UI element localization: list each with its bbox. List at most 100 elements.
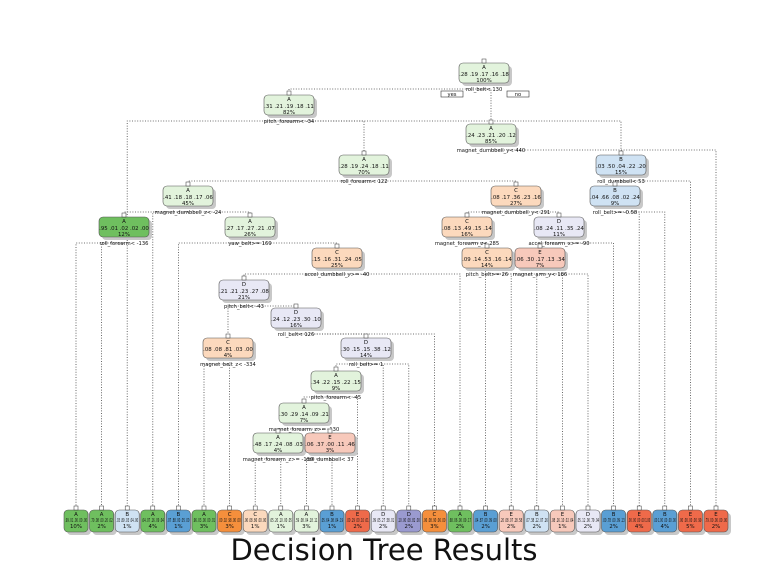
leaf-class: B [330,512,334,518]
nodes-layer: yes noA.28 .19 .17 .16 .18100%roll_belt< … [98,58,649,463]
node-pct: 21% [238,295,250,301]
leaf-tab [432,505,437,511]
leaf-class: D [407,512,411,518]
leaf-pct: 2% [456,524,465,530]
leaf-edge [203,363,228,510]
leaf-class: B [177,512,181,518]
node-class: A [362,157,366,163]
leaf-pct: 5% [686,524,695,530]
leaf-probs: .00 .00 .00 .00 .99 [679,518,701,524]
leaf-node: B.07 .38 .22 .07 .262% [524,505,552,535]
leaf-node: B.07 .88 .00 .05 .001% [166,505,194,535]
leaf-probs: .00 .78 .00 .09 .13 [603,518,625,524]
node-probs: .24 .23 .21 .20 .12 [466,133,516,139]
leaf-node: B.04 .87 .00 .09 .002% [473,505,501,535]
tree-edge [289,120,365,155]
node-split-rule: pitch_belt< -43 [224,304,264,310]
node-class: C [485,250,489,256]
node-class: E [328,435,332,441]
node-probs: .30 .15 .15 .38 .12 [341,347,391,353]
leaf-class: E [714,512,718,518]
leaf-pct: 2% [712,524,721,530]
leaf-tab [227,505,232,511]
edges-layer [75,88,717,510]
node-tab [513,181,519,187]
leaf-class: A [202,512,206,518]
leaf-probs: .00 .29 .00 .10 .61 [347,518,369,524]
leaf-edge [296,333,435,510]
node-pct: 14% [360,353,372,359]
node-split-rule: magnet_belt_z< -334 [200,362,256,368]
leaf-probs: .08 .16 .10 .02 .64 [551,518,573,524]
leaf-class: B [612,512,616,518]
tree-node: C.08 .08 .81 .03 .004% magnet_belt_z< -33… [200,333,257,368]
leaf-probs: .59 .08 .04 .18 .11 [295,518,317,524]
tree-edge [614,180,621,186]
node-probs: .08 .17 .36 .23 .16 [491,195,541,201]
node-tab [241,275,247,281]
leaf-edge [278,458,282,510]
node-split-rule: roll_belt< 130 [466,87,503,93]
node-probs: .28 .19 .24 .18 .11 [339,164,389,170]
node-pct: 9% [611,201,620,207]
node-pct: 4% [274,448,283,454]
leaf-edge [487,273,538,510]
leaf-pct: 3% [430,524,439,530]
node-pct: 7% [536,263,545,269]
node-tab [556,212,562,218]
node-probs: .27 .17 .27 .21 .07 [225,226,275,232]
leaf-node: E.00 .00 .00 .00 1.004% [626,505,655,535]
leaf-class: B [535,512,539,518]
leaf-node: E.08 .16 .10 .02 .641% [550,505,578,535]
node-class: D [242,282,246,288]
node-split-rule: roll_forearm< -136 [100,241,149,247]
leaf-probs: .03 .89 .03 .04 .00 [116,518,138,524]
leaf-tab [73,505,79,511]
leaf-pct: 3% [302,524,311,530]
leaf-class: A [151,512,155,518]
node-probs: .30 .29 .14 .09 .21 [279,412,329,418]
tree-edge [227,305,244,338]
leaf-edge [152,211,188,510]
leaf-pct: 1% [251,524,260,530]
node-tab [618,150,624,156]
leaf-class: E [509,512,513,518]
leaf-probs: .68 .06 .00 .09 .17 [449,518,471,524]
leaf-tab [688,505,693,511]
leaf-edge [559,242,614,510]
node-class: A [334,373,338,379]
leaf-tab [713,505,719,511]
node-tab [361,150,367,156]
node-tab [121,212,127,218]
leaf-class: C [253,512,257,518]
node-split-rule: roll_belt>= -0.58 [593,210,637,216]
leaf-edge [336,396,358,510]
node-probs: .31 .21 .19 .18 .11 [264,104,314,110]
node-probs: .09 .14 .53 .16 .14 [462,257,512,263]
leaf-pct: 2% [353,524,362,530]
tree-node: A.30 .29 .14 .09 .217% magnet_forearm_z>=… [269,398,339,433]
leaf-edge [228,363,230,510]
leaf-class: E [689,512,693,518]
tree-edge [539,242,559,248]
node-split-rule: accel_forearm_x>= -90 [528,241,589,247]
node-tab [481,58,487,64]
leaf-edge [126,120,289,510]
node-pct: 3% [326,448,335,454]
leaf-node: B.00 .78 .00 .09 .132% [601,505,629,535]
leaf-pct: 2% [609,524,618,530]
leaf-class: A [458,512,462,518]
leaf-edge [366,363,410,510]
leaf-probs: .96 .03 .00 .00 .01 [193,518,215,524]
root-branch-left-text: yes [448,92,457,98]
node-tab [484,243,490,249]
node-probs: .24 .12 .23 .30 .10 [271,317,321,323]
leaf-node: E.79 .00 .00 .00 .002% [703,505,731,535]
leaf-pct: 4% [635,524,644,530]
tree-node: A.48 .17 .24 .08 .034% magnet_forearm_z>=… [243,428,313,463]
node-class: D [364,340,368,346]
